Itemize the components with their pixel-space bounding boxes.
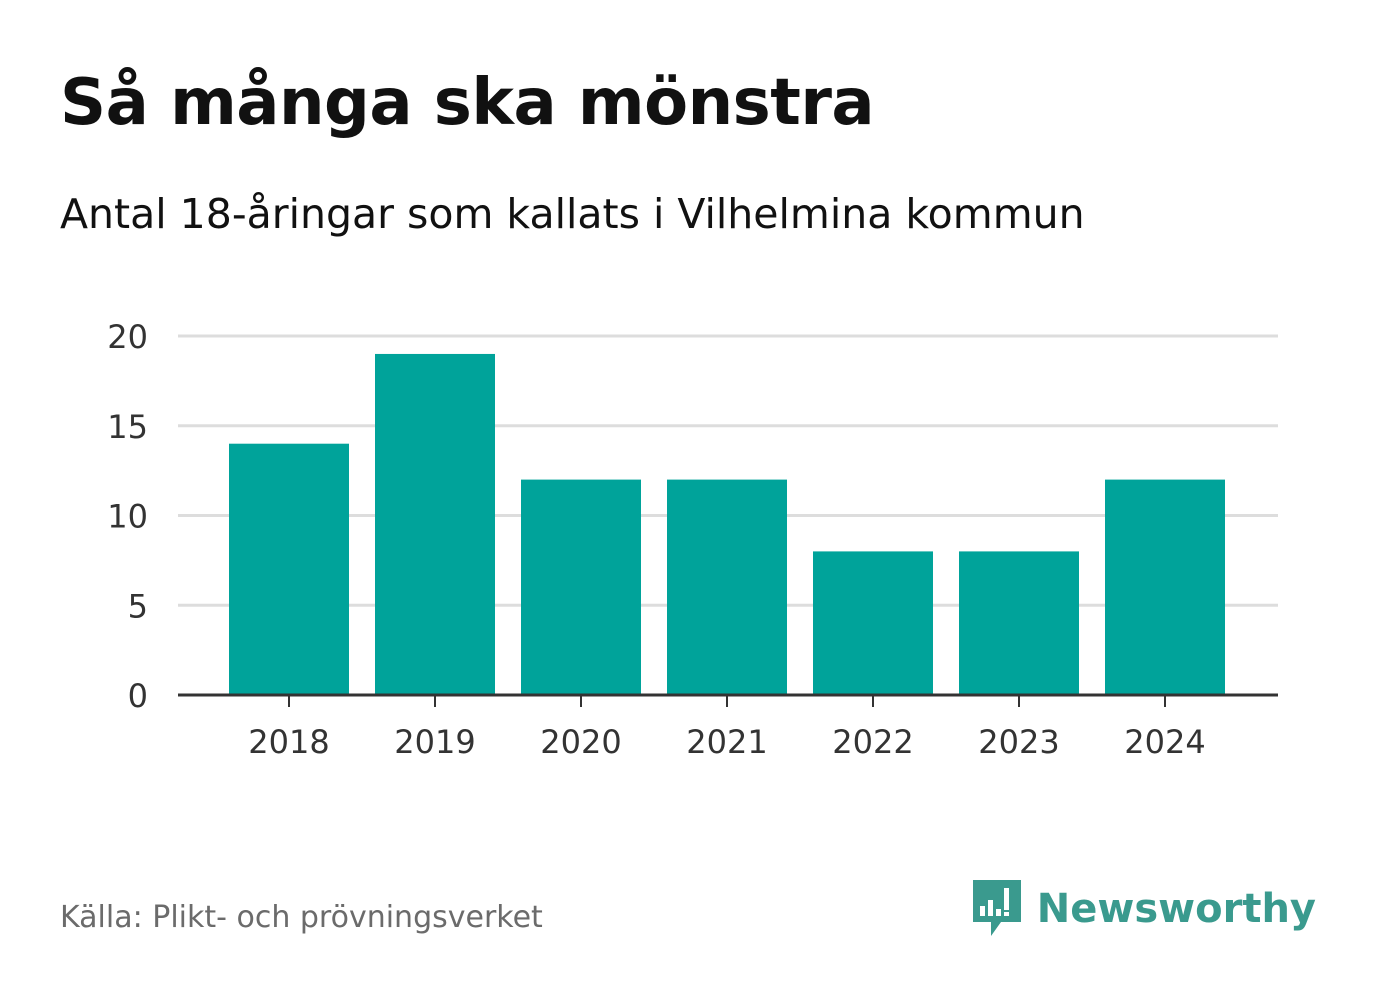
- bar-2020: [521, 479, 641, 695]
- x-tick-label: 2020: [540, 723, 621, 761]
- brand-name: Newsworthy: [1036, 886, 1316, 932]
- y-tick-label: 15: [107, 408, 148, 446]
- x-tick-label: 2018: [248, 723, 329, 761]
- bar-2024: [1105, 479, 1225, 695]
- bar-2022: [813, 551, 933, 695]
- chart-title: Så många ska mönstra: [60, 66, 875, 140]
- x-tick-label: 2021: [686, 723, 767, 761]
- x-tick-label: 2023: [978, 723, 1059, 761]
- bar-2023: [959, 551, 1079, 695]
- newsworthy-logo-icon: [972, 880, 1021, 936]
- y-tick-label: 20: [107, 318, 148, 356]
- axes: 0 5 10 15 20 2018 2019 2020 2021 2022 2023 2024: [107, 318, 1278, 761]
- y-tick-label: 5: [128, 587, 148, 625]
- x-tick-label: 2019: [394, 723, 475, 761]
- bar-chart: 0 5 10 15 20 2018 2019 2020 2021 2022 2023 2024: [107, 318, 1278, 761]
- bar-2021: [667, 479, 787, 695]
- bars: [229, 353, 1225, 695]
- x-tick-label: 2024: [1124, 723, 1205, 761]
- chart-subtitle: Antal 18-åringar som kallats i Vilhelmin…: [60, 190, 1085, 238]
- brand: Newsworthy: [971, 878, 1316, 940]
- y-tick-label: 10: [107, 498, 148, 536]
- source-note: Källa: Plikt- och prövningsverket: [60, 900, 543, 935]
- y-tick-label: 0: [128, 677, 148, 715]
- bar-2019: [375, 353, 495, 695]
- bar-2018: [229, 443, 349, 695]
- x-tick-label: 2022: [832, 723, 913, 761]
